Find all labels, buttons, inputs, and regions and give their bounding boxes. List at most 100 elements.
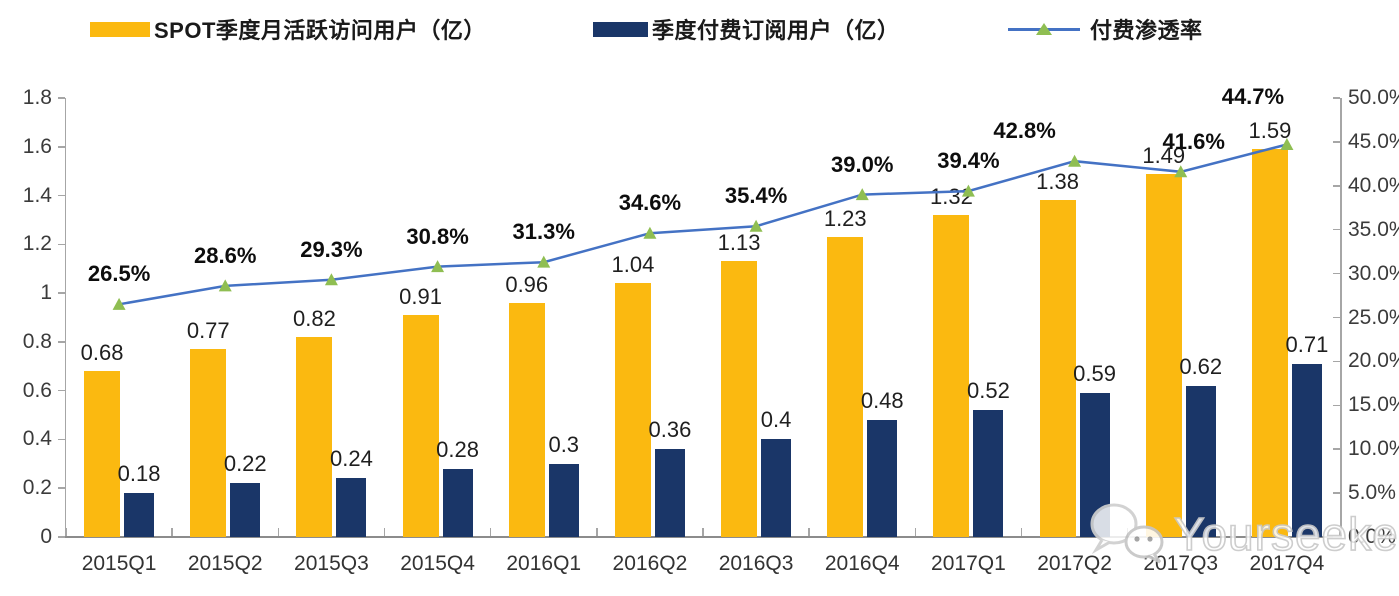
penetration-percent-label: 34.6% <box>618 190 682 216</box>
penetration-percent-label: 44.7% <box>1221 83 1285 109</box>
penetration-percent-label: 30.8% <box>406 223 469 249</box>
watermark: Yourseeker <box>1088 498 1399 570</box>
x-axis-category-label: 2015Q2 <box>187 552 263 575</box>
bar-subscribers <box>654 449 685 537</box>
y-axis-right-tick-label: 0.0% <box>1348 525 1396 548</box>
bar-subscribers <box>1185 385 1216 537</box>
y-axis-right-tick <box>1333 97 1340 99</box>
triangle-marker <box>112 297 126 310</box>
x-axis-tick <box>1020 528 1023 536</box>
bar-subscribers <box>230 483 261 537</box>
y-axis-left-tick <box>58 389 65 392</box>
y-axis-right-tick <box>1333 316 1340 319</box>
y-axis-right-tick-label: 45.0% <box>1348 129 1399 153</box>
y-axis-left-tick-label: 1.2 <box>22 232 52 256</box>
y-axis-left-tick <box>58 194 65 197</box>
y-axis-left-tick <box>58 292 65 294</box>
x-axis-category-label: 2017Q1 <box>931 552 1006 575</box>
bar-subscribers <box>1291 363 1322 537</box>
bar-value-label-subscribers: 0.52 <box>966 378 1010 404</box>
x-axis-tick <box>1233 528 1235 536</box>
y-axis-right-tick-label: 50.0% <box>1348 86 1399 109</box>
x-axis-category-label: 2016Q3 <box>718 552 794 575</box>
y-axis-right-tick <box>1333 360 1340 363</box>
wechat-icon <box>1090 503 1164 564</box>
y-axis-left-tick-label: 1 <box>40 281 52 305</box>
penetration-percent-label: 31.3% <box>512 219 575 245</box>
y-axis-left-tick-label: 0.2 <box>22 476 52 500</box>
y-axis-left-tick-label: 0.8 <box>22 329 52 353</box>
x-axis-category-label: 2017Q4 <box>1249 552 1325 575</box>
x-axis-tick <box>596 528 598 536</box>
x-axis-category-label: 2017Q2 <box>1037 552 1112 575</box>
y-axis-left-tick-label: 0.6 <box>22 378 52 402</box>
legend-label-mau: SPOT季度月活跃访问用户（亿） <box>154 18 486 43</box>
y-axis-right-tick <box>1333 448 1340 450</box>
bar-mau <box>84 371 121 537</box>
bar-mau <box>721 261 758 537</box>
legend-item-mau: SPOT季度月活跃访问用户（亿） <box>90 14 486 44</box>
y-axis-left-tick-label: 0 <box>40 525 52 548</box>
penetration-percent-label: 41.6% <box>1162 128 1225 154</box>
penetration-percent-label: 35.4% <box>724 183 788 209</box>
y-axis-right-tick <box>1333 228 1340 231</box>
bar-mau <box>508 302 545 537</box>
legend-label-subscribers: 季度付费订阅用户（亿） <box>652 18 900 43</box>
bar-mau <box>402 315 439 537</box>
legend-item-subscribers: 季度付费订阅用户（亿） <box>593 14 900 44</box>
x-axis-tick <box>914 528 917 536</box>
legend-line-marker-icon <box>1008 21 1080 37</box>
legend-swatch-subscribers <box>593 21 648 37</box>
bar-value-label-subscribers: 0.3 <box>548 431 580 457</box>
bar-value-label-subscribers: 0.18 <box>117 461 161 487</box>
y-axis-left-tick <box>58 341 65 343</box>
y-axis-right-tick <box>1333 404 1340 407</box>
bar-subscribers <box>867 419 898 537</box>
bar-mau <box>296 337 333 537</box>
x-axis-tick <box>1339 528 1341 536</box>
x-axis-tick <box>808 528 810 536</box>
triangle-marker <box>218 279 232 292</box>
bar-value-label-subscribers: 0.71 <box>1285 331 1329 357</box>
x-axis-category-label: 2015Q1 <box>81 552 157 575</box>
triangle-marker <box>324 273 338 286</box>
penetration-percent-label: 29.3% <box>300 236 363 262</box>
y-axis-right-tick-label: 40.0% <box>1348 173 1399 197</box>
x-axis-category-label: 2017Q3 <box>1143 552 1219 575</box>
watermark-text: Yourseeker <box>1173 507 1399 561</box>
penetration-percent-label: 42.8% <box>993 118 1056 144</box>
y-axis-left-tick <box>58 438 65 441</box>
x-axis-tick <box>383 528 386 536</box>
bar-value-label-subscribers: 0.48 <box>860 387 904 413</box>
x-axis-tick <box>277 528 280 536</box>
y-axis-left-tick-label: 1.8 <box>22 86 52 109</box>
y-axis-left-tick <box>58 97 65 99</box>
bar-subscribers <box>124 493 155 537</box>
bar-subscribers <box>973 410 1004 537</box>
bar-subscribers <box>761 439 792 537</box>
y-axis-left-tick <box>58 243 65 246</box>
x-axis-tick <box>702 528 704 536</box>
bar-value-label-subscribers: 0.22 <box>223 451 267 477</box>
legend-swatch-mau <box>90 21 150 37</box>
x-axis-tick <box>171 528 173 536</box>
y-axis-left-tick-label: 0.4 <box>22 427 52 451</box>
y-axis-right-tick-label: 5.0% <box>1348 481 1396 505</box>
bar-mau <box>190 349 227 537</box>
bar-subscribers <box>336 478 367 537</box>
penetration-percent-label: 39.4% <box>937 148 1000 174</box>
bar-value-label-mau: 0.96 <box>505 271 549 297</box>
y-axis-right-tick <box>1333 141 1340 143</box>
x-axis <box>64 536 1342 538</box>
y-axis-right-tick-label: 15.0% <box>1348 393 1399 417</box>
bar-mau <box>933 215 970 537</box>
y-axis-right-tick-label: 30.0% <box>1348 261 1399 285</box>
y-axis-right-tick-label: 10.0% <box>1348 437 1399 461</box>
x-axis-category-label: 2016Q1 <box>506 552 582 575</box>
x-axis-category-label: 2015Q3 <box>294 552 369 575</box>
bar-value-label-mau: 1.04 <box>611 252 655 278</box>
x-axis-category-label: 2016Q4 <box>824 552 900 575</box>
bar-value-label-subscribers: 0.28 <box>436 436 479 462</box>
bar-value-label-mau: 0.91 <box>399 284 442 310</box>
